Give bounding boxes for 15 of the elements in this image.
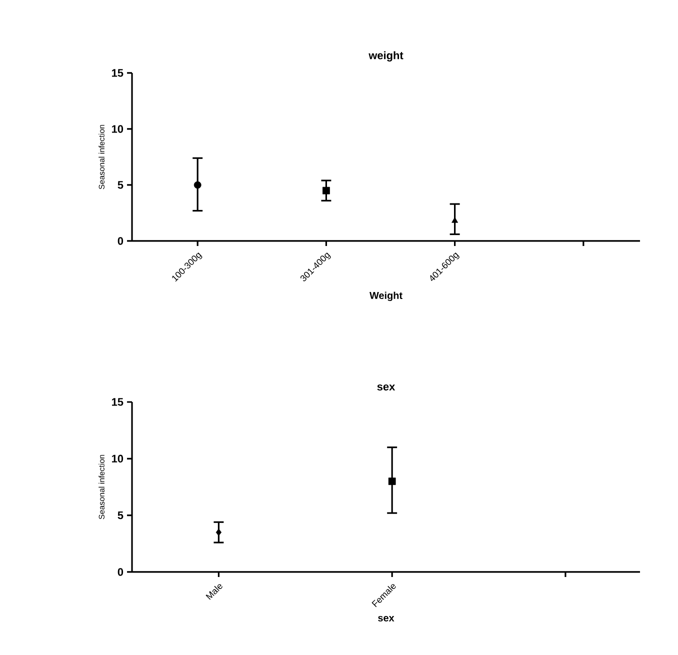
point — [322, 186, 330, 194]
y-tick-label: 15 — [112, 398, 124, 406]
y-tick-label: 0 — [118, 568, 124, 576]
y-tick-label: 5 — [118, 181, 124, 189]
y-tick-label: 0 — [118, 237, 124, 245]
chart-title: weight — [368, 51, 404, 62]
y-tick-label: 5 — [118, 512, 124, 520]
y-tick-label: 10 — [112, 454, 124, 463]
chart-title: sex — [377, 384, 396, 390]
point — [452, 217, 458, 223]
x-axis-title: sex — [378, 616, 394, 622]
point — [194, 181, 202, 189]
y-tick-label: 15 — [112, 69, 124, 77]
y-tick-label: 10 — [112, 125, 124, 133]
x-axis-title: Weight — [370, 292, 402, 302]
